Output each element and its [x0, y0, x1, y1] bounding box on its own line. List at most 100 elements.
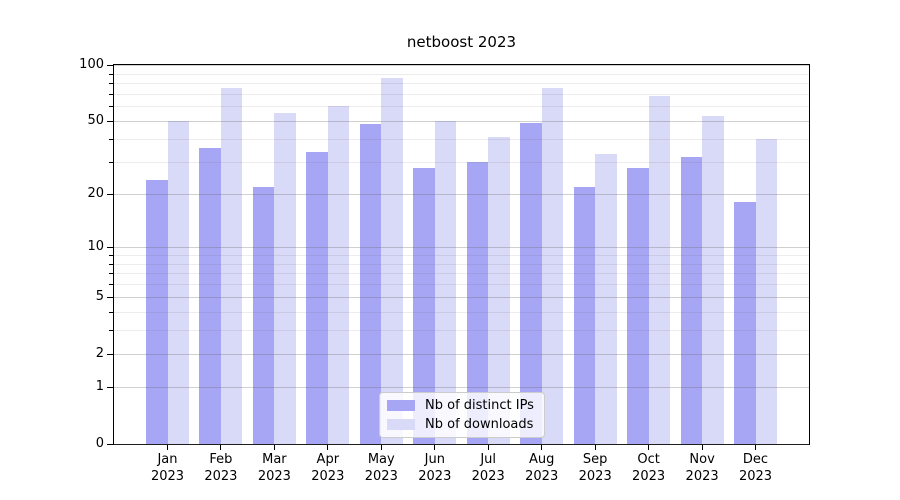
x-tick-label-line: Dec — [742, 452, 769, 467]
bar-downloads-apr — [327, 106, 350, 444]
gridline-20 — [114, 194, 809, 195]
gridline-100 — [114, 65, 809, 66]
y-minor-tick-90 — [109, 73, 113, 75]
chart-title: netboost 2023 — [406, 33, 517, 51]
bar-downloads-jun — [434, 121, 457, 444]
gridline-5 — [114, 296, 809, 298]
x-tick-label-line: Jul — [480, 452, 497, 467]
x-tick-dec — [755, 445, 756, 450]
gridline-minor-7 — [114, 273, 809, 275]
x-tick-label-line: 2023 — [257, 469, 291, 484]
y-tick-label-20: 20 — [87, 186, 104, 201]
bar-distinct-ips-feb — [199, 147, 221, 444]
x-tick-label-aug: Aug 2023 — [502, 451, 582, 485]
x-tick-label-jul: Jul 2023 — [448, 451, 528, 485]
x-tick-jul — [487, 445, 489, 450]
gridline-minor-80 — [114, 83, 809, 85]
y-tick-0 — [107, 444, 113, 445]
bar-downloads-aug — [541, 88, 564, 444]
x-tick-label-line: 2023 — [204, 469, 238, 484]
y-minor-tick-30 — [109, 162, 113, 163]
bar-downloads-jan — [167, 121, 189, 444]
bar-downloads-sep — [595, 154, 617, 444]
x-tick-label-line: 2023 — [632, 469, 666, 484]
y-tick-label-100: 100 — [79, 57, 104, 72]
legend-swatch-downloads — [387, 419, 415, 430]
x-tick-label-apr: Apr 2023 — [288, 451, 368, 485]
bar-downloads-feb — [220, 88, 243, 444]
x-tick-label-line: Nov — [689, 452, 715, 467]
x-tick-jan — [167, 445, 168, 450]
bar-distinct-ips-apr — [306, 152, 328, 444]
bar-distinct-ips-jul — [466, 162, 489, 444]
y-tick-100 — [107, 65, 113, 66]
plot-area: Nb of distinct IPs Nb of downloads — [107, 64, 810, 450]
y-minor-tick-3 — [109, 330, 113, 332]
y-tick-2 — [107, 353, 113, 355]
gridline-minor-9 — [114, 254, 809, 256]
bar-distinct-ips-aug — [520, 122, 542, 444]
gridline-minor-90 — [114, 73, 809, 75]
y-tick-label-2: 2 — [95, 345, 104, 361]
x-tick-label-oct: Oct 2023 — [609, 451, 689, 485]
x-tick-label-jan: Jan 2023 — [128, 451, 208, 485]
x-tick-label-line: 2023 — [471, 469, 505, 484]
y-minor-tick-60 — [109, 106, 113, 108]
gridline-10 — [114, 247, 809, 249]
y-minor-tick-40 — [109, 139, 113, 140]
y-tick-label-10: 10 — [87, 239, 104, 255]
gridline-minor-70 — [114, 93, 809, 95]
bar-distinct-ips-sep — [573, 186, 596, 444]
bar-downloads-dec — [755, 139, 777, 444]
x-tick-oct — [648, 445, 650, 450]
legend-label-distinct-ips: Nb of distinct IPs — [425, 398, 534, 413]
y-minor-tick-4 — [109, 311, 113, 313]
gridline-minor-6 — [114, 284, 809, 286]
bar-distinct-ips-nov — [680, 156, 703, 444]
x-tick-label-line: Jun — [424, 452, 445, 467]
x-tick-label-line: 2023 — [578, 469, 612, 484]
x-tick-label-line: 2023 — [738, 469, 773, 484]
x-tick-label-dec: Dec 2023 — [716, 451, 796, 485]
bar-distinct-ips-jun — [413, 167, 435, 444]
y-tick-50 — [107, 121, 113, 123]
x-tick-label-line: 2023 — [685, 469, 719, 484]
x-tick-label-line: Apr — [316, 452, 340, 467]
gridline-minor-3 — [114, 330, 809, 332]
y-tick-label-1: 1 — [95, 379, 104, 395]
x-tick-label-line: Jan — [157, 452, 178, 467]
y-minor-tick-70 — [109, 93, 113, 95]
x-tick-feb — [220, 445, 222, 450]
y-minor-tick-9 — [109, 254, 113, 256]
x-tick-label-line: Sep — [582, 452, 608, 467]
bar-distinct-ips-jan — [146, 179, 168, 444]
x-tick-label-line: May — [367, 452, 395, 467]
bar-downloads-oct — [648, 96, 671, 444]
x-tick-label-line: 2023 — [364, 469, 398, 484]
x-tick-label-line: 2023 — [418, 469, 452, 484]
y-tick-20 — [107, 194, 113, 195]
bar-downloads-nov — [702, 116, 724, 444]
x-tick-label-line: Aug — [528, 452, 555, 467]
bar-downloads-mar — [274, 113, 296, 444]
y-minor-tick-8 — [109, 263, 113, 265]
x-tick-label-may: May 2023 — [341, 451, 421, 485]
y-tick-10 — [107, 247, 113, 249]
x-tick-label-nov: Nov 2023 — [662, 451, 742, 485]
legend-swatch-distinct-ips — [387, 400, 415, 411]
x-tick-apr — [327, 445, 329, 450]
x-tick-nov — [701, 445, 703, 450]
legend: Nb of distinct IPs Nb of downloads — [379, 392, 545, 438]
gridline-minor-40 — [114, 139, 809, 140]
legend-label-downloads: Nb of downloads — [425, 417, 534, 432]
y-tick-label-5: 5 — [95, 288, 104, 304]
gridline-50 — [114, 121, 809, 123]
x-tick-aug — [541, 445, 543, 450]
y-tick-1 — [107, 387, 113, 389]
bar-distinct-ips-mar — [252, 186, 275, 444]
x-tick-label-mar: Mar 2023 — [234, 451, 314, 485]
x-tick-label-feb: Feb 2023 — [181, 451, 261, 485]
bar-distinct-ips-may — [359, 124, 382, 444]
x-tick-label-line: 2023 — [525, 469, 559, 484]
